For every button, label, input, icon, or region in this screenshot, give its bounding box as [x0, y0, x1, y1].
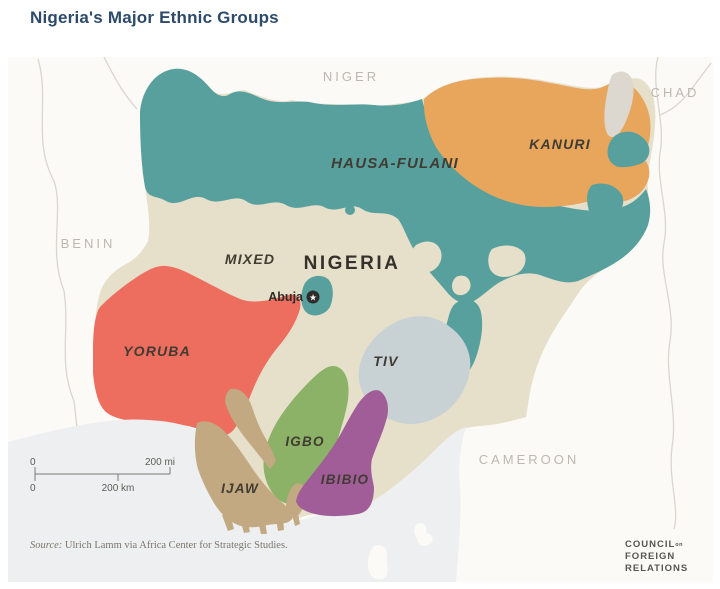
page-title: Nigeria's Major Ethnic Groups	[30, 8, 279, 27]
neighbor-label-cameroon: CAMEROON	[479, 452, 580, 467]
region-ijaw	[194, 421, 293, 528]
region-label-igbo: IGBO	[285, 434, 324, 449]
logo-line-3: RELATIONS	[625, 563, 688, 574]
region-label-kanuri: KANURI	[529, 136, 591, 152]
lake-chad-patch	[604, 71, 634, 138]
region-hausa-fulani-ne-wedge	[607, 131, 650, 169]
scale-km-zero: 0	[30, 483, 36, 494]
logo-on: on	[675, 542, 683, 548]
delta-strip	[240, 518, 250, 533]
scale-bar: 0 200 mi 0 200 km	[30, 457, 175, 494]
logo-council: COUNCIL	[625, 539, 675, 550]
region-label-tiv: TIV	[373, 353, 399, 369]
teal-speck	[345, 205, 355, 215]
region-label-hausa-fulani: HAUSA-FULANI	[331, 155, 459, 172]
estuary-islets	[414, 523, 433, 546]
source-note: Source: Ulrich Lamm via Africa Center fo…	[30, 540, 288, 551]
mixed-enclave	[411, 241, 442, 273]
delta-strip	[292, 513, 300, 526]
scale-line	[34, 467, 171, 481]
teal-speck	[442, 265, 450, 273]
scale-km-end: 200 km	[102, 483, 135, 494]
niger-benin-border	[103, 57, 138, 110]
mixed-enclave	[488, 245, 526, 277]
neighbor-label-benin: BENIN	[61, 236, 116, 251]
chad-cameroon-border	[655, 57, 677, 530]
neighbor-label-niger: NIGER	[323, 69, 379, 84]
scale-mi-end: 200 mi	[145, 457, 175, 468]
delta-strip	[258, 521, 267, 534]
region-hausa-fulani	[140, 68, 651, 304]
star-in-circle-icon	[306, 290, 320, 304]
delta-fringe	[222, 513, 300, 534]
mixed-enclave	[452, 275, 471, 296]
bioko-island	[367, 545, 388, 580]
map-svg: NIGER CHAD BENIN CAMEROON HAUSA-FULANI K…	[8, 57, 713, 582]
region-label-ibibio: IBIBIO	[321, 472, 369, 487]
region-label-ijaw: IJAW	[221, 481, 259, 496]
country-borders	[37, 57, 712, 530]
region-label-yoruba: YORUBA	[123, 343, 191, 359]
region-yoruba	[93, 265, 301, 436]
capital-label: Abuja	[268, 290, 304, 304]
region-igbo	[263, 365, 349, 505]
region-hausa-fulani-east-patch	[587, 183, 624, 220]
niger-chad-border	[659, 62, 712, 116]
region-ijaw-neck	[225, 388, 276, 469]
neighbor-label-chad: CHAD	[651, 85, 700, 100]
source-text: Ulrich Lamm via Africa Center for Strate…	[62, 540, 287, 551]
logo-line-2: FOREIGN	[625, 551, 675, 562]
country-label: NIGERIA	[304, 253, 401, 274]
source-prefix: Source:	[30, 540, 62, 551]
region-label-mixed: MIXED	[225, 251, 275, 267]
logo-line-1: COUNCILon	[625, 539, 683, 550]
delta-strip	[222, 514, 234, 531]
capital-star-glyph: ★	[309, 293, 317, 303]
cfr-logo: COUNCILon FOREIGN RELATIONS	[625, 539, 688, 574]
benin-togo-border	[37, 58, 79, 438]
delta-strip	[276, 518, 284, 531]
region-tiv	[358, 316, 471, 425]
scale-mi-zero: 0	[30, 457, 36, 468]
region-kanuri	[423, 77, 651, 208]
region-ibibio	[296, 390, 388, 517]
ethnic-map: NIGER CHAD BENIN CAMEROON HAUSA-FULANI K…	[8, 57, 713, 582]
